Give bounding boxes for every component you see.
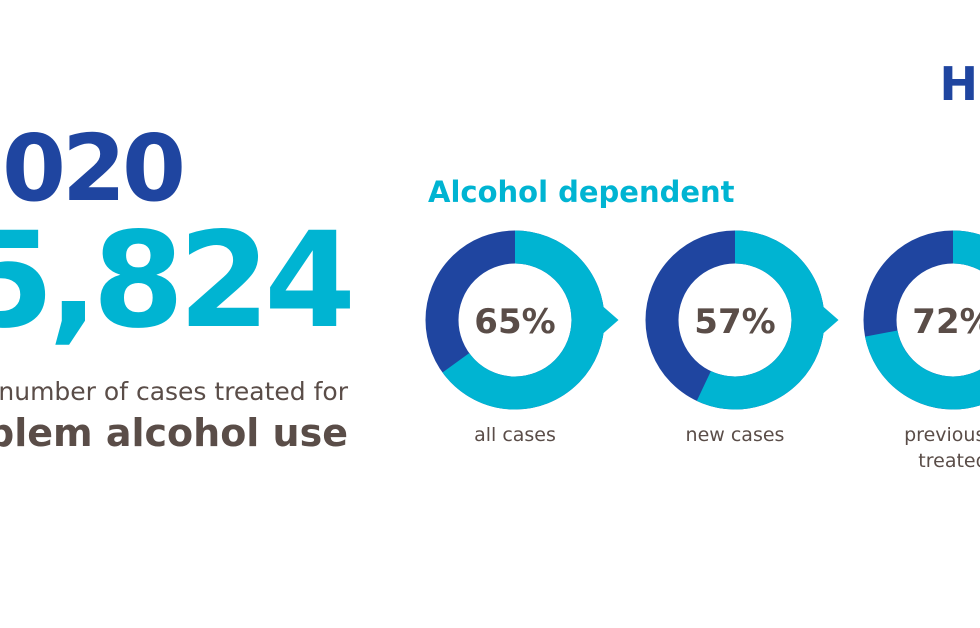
value-label: 57% bbox=[694, 302, 775, 342]
value-label: 65% bbox=[474, 302, 555, 342]
count: 5,824 bbox=[0, 204, 350, 358]
donut-arc bbox=[425, 230, 605, 410]
year: 2020 bbox=[0, 115, 182, 222]
category-label: new cases bbox=[686, 424, 785, 446]
logo: H bbox=[940, 57, 979, 111]
donut-arc bbox=[645, 230, 825, 410]
category-label: all cases bbox=[474, 424, 556, 446]
arrow bbox=[602, 306, 619, 334]
category-label: previously treated bbox=[904, 424, 980, 472]
donut-group: 65% all cases 57% new cases 72% previously tre… bbox=[425, 230, 980, 472]
caption: number of cases treated for bbox=[0, 377, 349, 406]
chart-title: Alcohol dependent bbox=[428, 175, 735, 209]
label-line: treated bbox=[918, 450, 980, 472]
label-line: previously bbox=[904, 424, 980, 446]
caption-emphasis: problem alcohol use bbox=[0, 411, 348, 455]
donut-arc bbox=[863, 230, 980, 410]
value-label: 72% bbox=[912, 302, 980, 342]
arrow bbox=[822, 306, 839, 334]
